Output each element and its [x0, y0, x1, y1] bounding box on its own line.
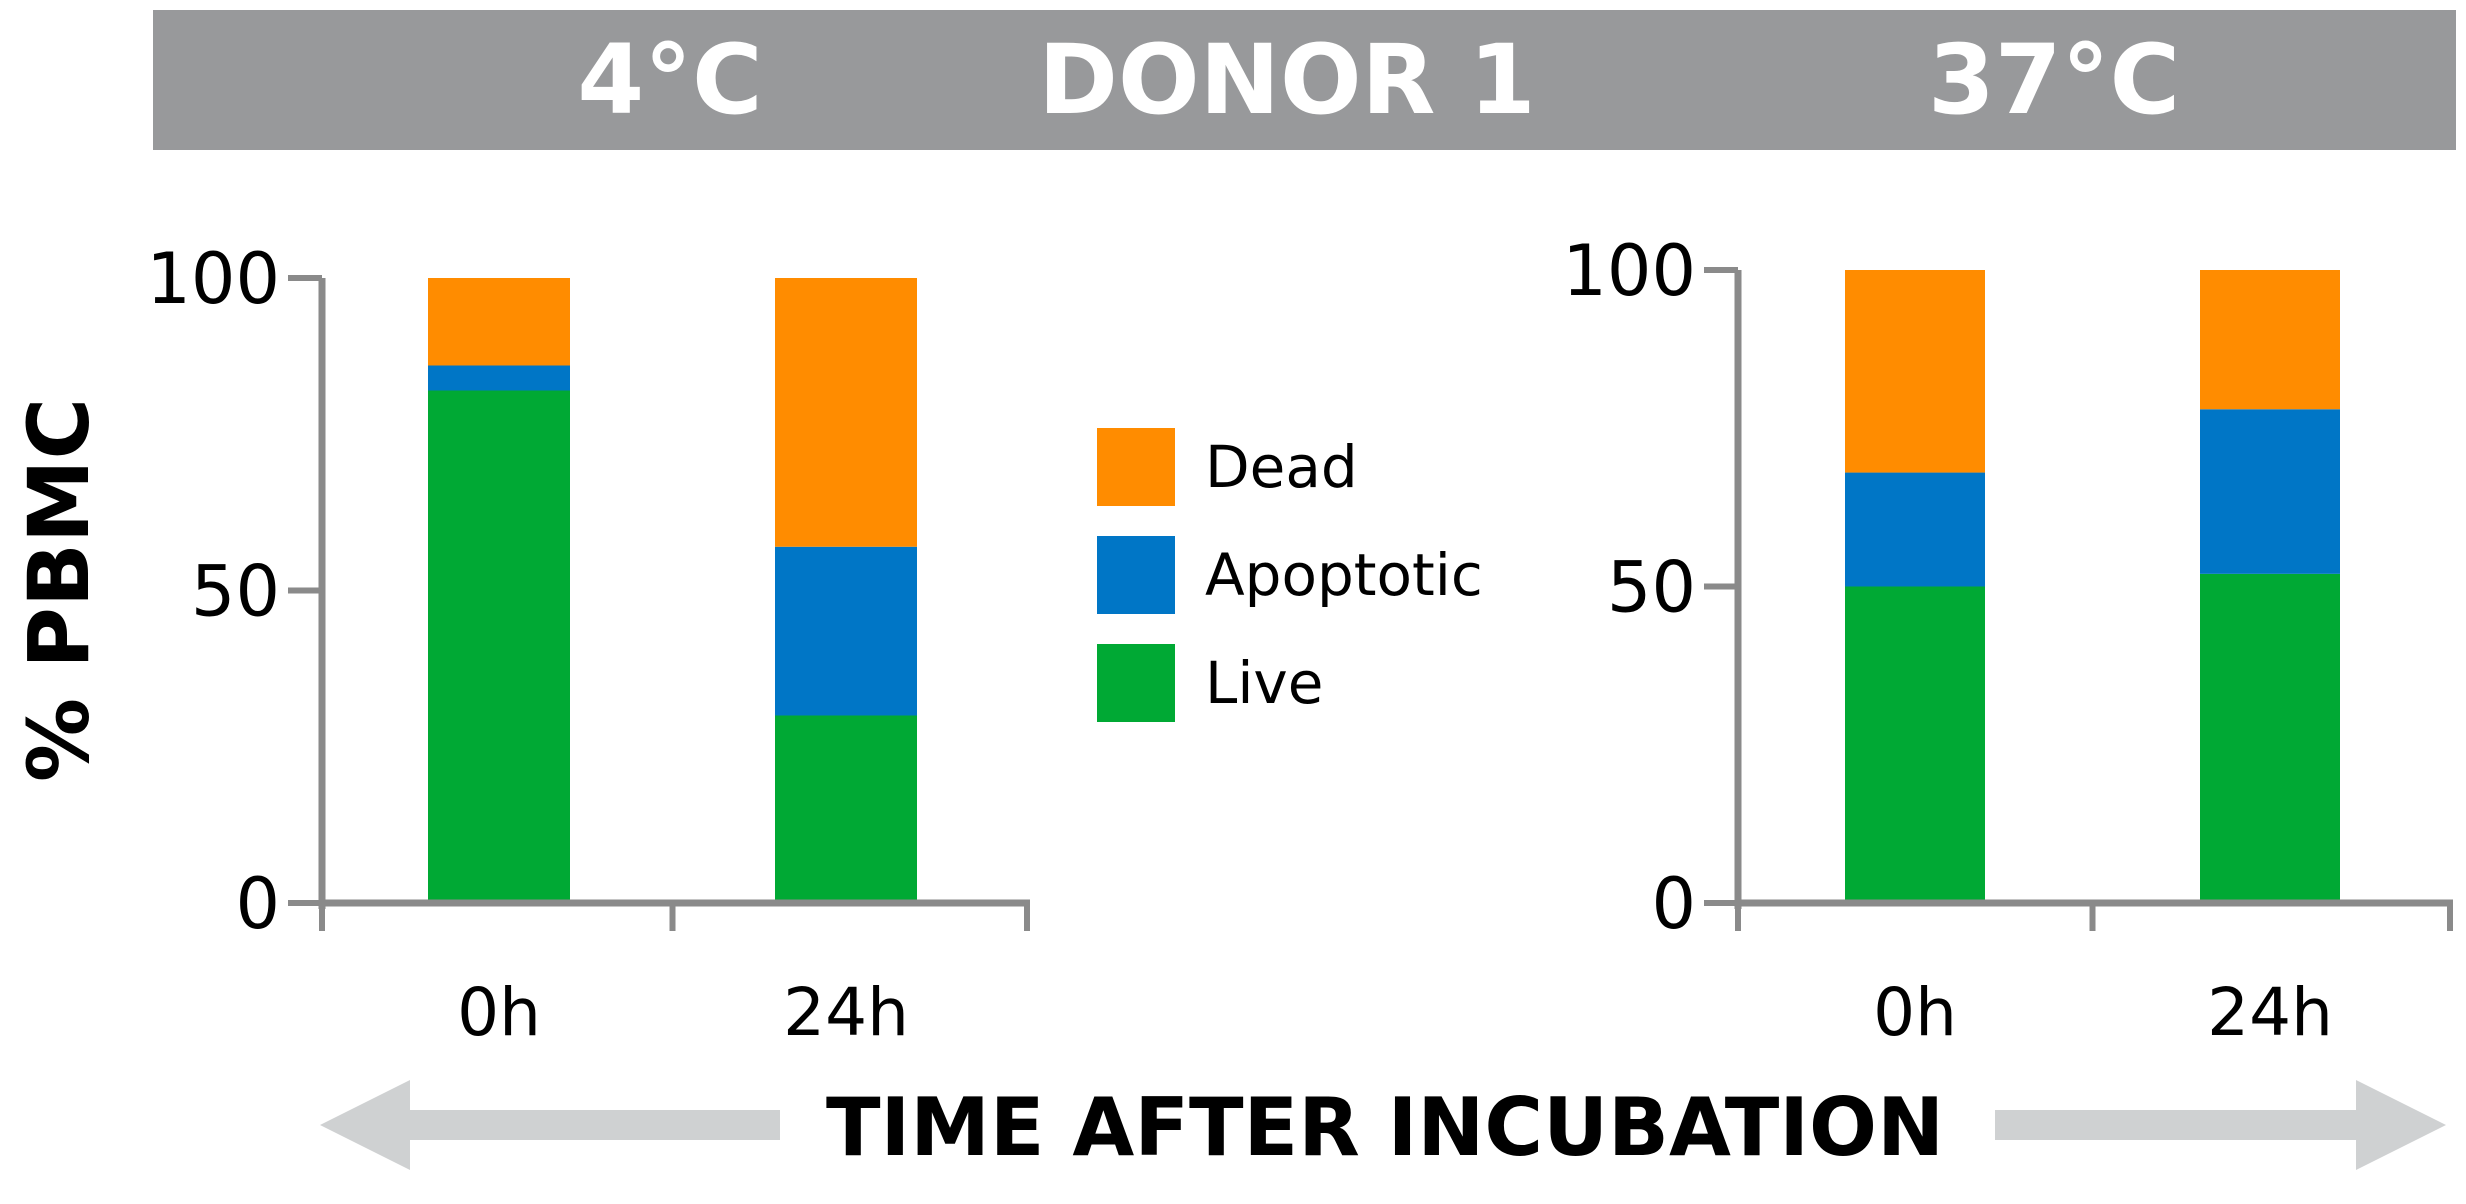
legend-swatch-dead	[1097, 428, 1175, 506]
chart-4c: 0 50 100 0h 24h	[146, 238, 1030, 1051]
bar-right-0h-apoptotic	[1845, 472, 1985, 587]
y-tick-label-left-0: 0	[235, 863, 280, 945]
category-label-left-0h: 0h	[457, 974, 541, 1051]
legend-label-dead: Dead	[1205, 433, 1358, 501]
header-right-label: 37°C	[1928, 24, 2180, 136]
left-arrow-icon	[320, 1080, 780, 1170]
category-label-left-24h: 24h	[783, 974, 909, 1051]
chart-37c: 0 50 100 0h 24h	[1562, 230, 2453, 1051]
header-banner: 4°C DONOR 1 37°C	[153, 10, 2456, 150]
x-axis-title: TIME AFTER INCUBATION	[826, 1081, 1944, 1174]
legend-label-live: Live	[1205, 649, 1323, 717]
y-tick-label-right-0: 0	[1651, 863, 1696, 945]
legend: Dead Apoptotic Live	[1097, 428, 1483, 722]
legend-swatch-live	[1097, 644, 1175, 722]
bar-left-0h-dead	[428, 278, 570, 366]
y-axis-title: % PBMC	[10, 398, 108, 782]
header-banner-background	[153, 10, 2456, 150]
x-axis-title-group: TIME AFTER INCUBATION	[320, 1080, 2446, 1174]
category-label-right-24h: 24h	[2207, 974, 2333, 1051]
bar-left-0h-live	[428, 390, 570, 903]
bar-right-24h-apoptotic	[2200, 409, 2340, 574]
bar-right-24h-dead	[2200, 270, 2340, 410]
header-center-label: DONOR 1	[1038, 24, 1535, 136]
bar-right-0h-dead	[1845, 270, 1985, 473]
legend-swatch-apoptotic	[1097, 536, 1175, 614]
bar-right-0h-live	[1845, 586, 1985, 903]
bar-left-24h-live	[775, 715, 917, 903]
y-tick-label-right-50: 50	[1607, 547, 1696, 629]
y-tick-label-left-100: 100	[146, 238, 280, 320]
bar-right-24h-live	[2200, 573, 2340, 903]
bar-left-24h-dead	[775, 278, 917, 547]
legend-label-apoptotic: Apoptotic	[1205, 541, 1483, 609]
right-arrow-icon	[1995, 1080, 2446, 1170]
y-tick-label-right-100: 100	[1562, 230, 1696, 312]
category-label-right-0h: 0h	[1873, 974, 1957, 1051]
bar-left-0h-apoptotic	[428, 365, 570, 391]
header-left-label: 4°C	[577, 24, 762, 136]
bar-left-24h-apoptotic	[775, 546, 917, 716]
y-tick-label-left-50: 50	[191, 551, 280, 633]
